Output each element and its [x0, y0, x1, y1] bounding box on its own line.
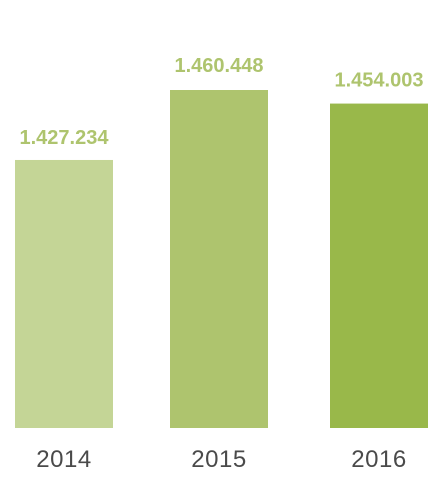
x-tick-label-2015: 2015	[191, 446, 246, 472]
x-tick-label-2014: 2014	[36, 446, 91, 472]
bar-2015	[170, 90, 268, 428]
bar-2016	[330, 103, 428, 428]
data-label-2016: 1.454.003	[335, 70, 424, 92]
x-tick-label-2016: 2016	[351, 446, 406, 472]
data-label-2015: 1.460.448	[175, 55, 264, 77]
data-label-2014: 1.427.234	[20, 127, 110, 149]
bar-2014	[15, 159, 113, 428]
